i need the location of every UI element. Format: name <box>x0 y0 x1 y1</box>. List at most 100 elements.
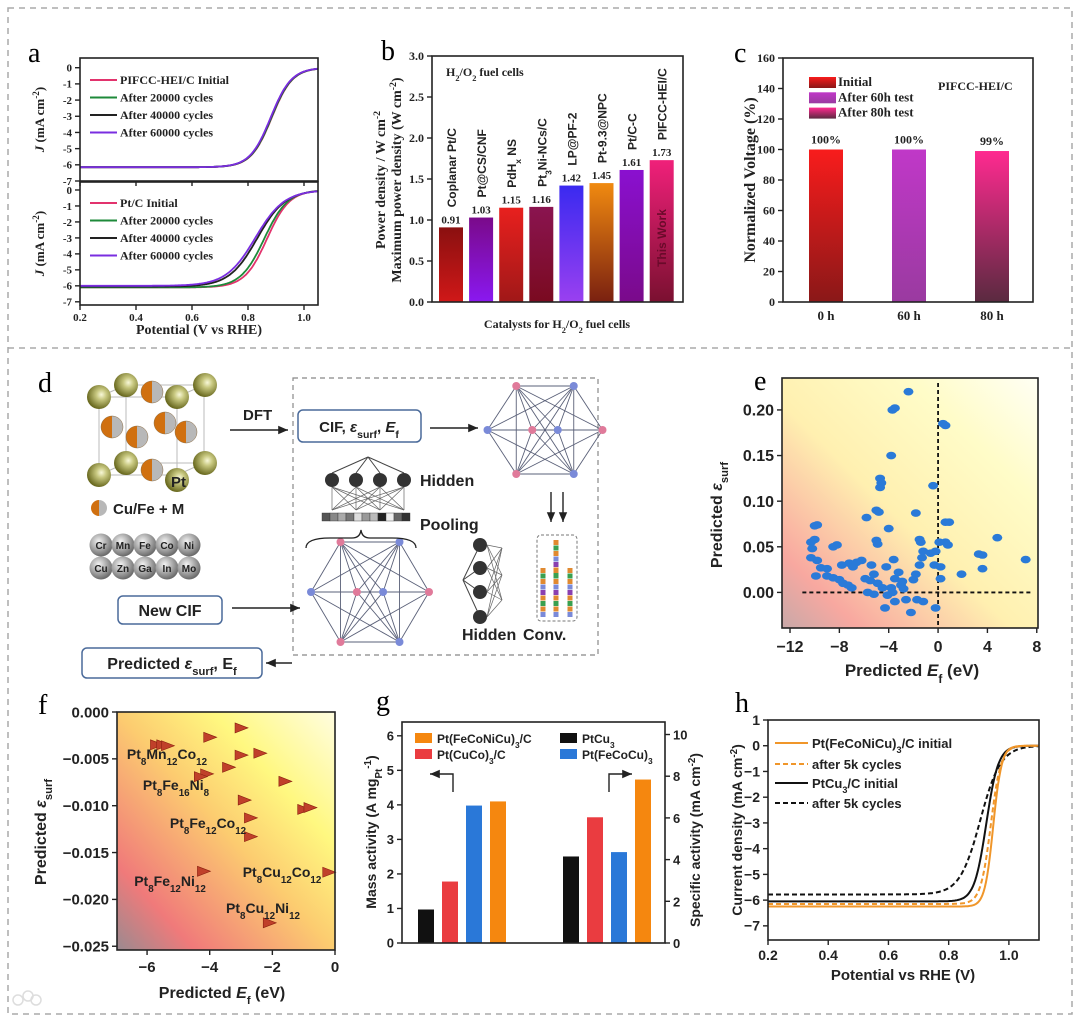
element-sphere-icon <box>133 556 157 580</box>
prediction-output-label: Predicted εsurf, Ef <box>107 656 237 678</box>
nn-edge <box>486 547 503 593</box>
bar <box>892 149 926 302</box>
data-point <box>253 747 268 759</box>
sample-label: PIFCC-HEI/C <box>938 79 1013 93</box>
bar <box>975 151 1009 302</box>
bar <box>439 227 463 302</box>
hidden-neuron <box>325 473 339 487</box>
bar <box>559 185 584 302</box>
conv-feature-cell <box>540 579 546 584</box>
data-point <box>812 556 823 565</box>
nn-edge <box>331 486 357 511</box>
legend-label: After 40000 cycles <box>120 108 213 122</box>
y-tick-label: 2.0 <box>409 131 424 145</box>
hidden-layer-label: Hidden <box>420 473 474 490</box>
nn-edge <box>331 486 405 511</box>
graph-node <box>512 382 521 390</box>
data-point <box>992 533 1003 542</box>
legend-label: After 60000 cycles <box>120 126 213 140</box>
data-point <box>194 771 209 783</box>
panel-h-lsv-stability: 0.2 0.4 0.6 0.8 1.0 1 0 −1 −2 −3 −4 −5 −6 −7 Pt(FeCoNi… <box>729 712 1040 984</box>
conv-feature-cell <box>567 573 573 579</box>
graph-node <box>379 588 388 596</box>
element-sphere-icon <box>89 533 113 557</box>
data-point <box>900 595 911 604</box>
graph-edge <box>356 591 400 643</box>
data-point <box>831 541 842 549</box>
legend-swatch <box>809 92 836 104</box>
x-tick-label: 8 <box>1032 639 1041 656</box>
y-tick-label: 0.05 <box>743 539 774 556</box>
data-point <box>883 524 894 533</box>
graph-node <box>483 426 492 434</box>
graph-edge <box>340 591 384 643</box>
bar-category-label: PdHx NS <box>505 139 523 188</box>
conv-feature-cell <box>540 606 546 612</box>
pooling-cell <box>353 512 363 522</box>
legend-swatch <box>415 749 432 759</box>
panel-f-candidate-scatter: −6 −4 −2 0 0.000 −0.005 −0.010 −0.015 −0.020 −0.0… <box>33 704 339 1007</box>
y-axis-label: Predicted εsurf <box>33 779 55 885</box>
y-tick-label-right: 6 <box>673 811 680 826</box>
pooling-cell <box>337 512 347 522</box>
y-tick-label: 80 <box>763 173 775 187</box>
y-tick-label: −0.025 <box>63 939 109 956</box>
legend-label: After 40000 cycles <box>120 231 213 245</box>
graph-edge <box>515 429 559 475</box>
data-point <box>846 584 857 592</box>
y-tick-label: -2 <box>63 217 73 229</box>
pt-atom-icon <box>165 385 189 409</box>
data-point <box>889 574 900 583</box>
data-point <box>935 574 946 583</box>
y-tick-label-right: 0 <box>673 936 680 951</box>
graph-node <box>569 470 578 478</box>
cu-fe-m-atom-icon <box>174 420 198 444</box>
element-sphere-icon <box>89 556 113 580</box>
conv-feature-cell <box>553 601 559 606</box>
graph-edge <box>531 385 575 431</box>
data-point <box>875 483 886 492</box>
conv-feature-cell <box>553 612 559 617</box>
data-point <box>873 508 884 516</box>
bar-category-label: LP@PF-2 <box>565 112 579 165</box>
conv-feature-cell <box>553 584 559 590</box>
y-tick-label: 0.000 <box>71 704 109 721</box>
bar-category-label: Pt@CS/CNF <box>475 129 489 197</box>
data-point <box>918 597 929 606</box>
graph-node <box>336 538 345 546</box>
x-tick-label: 0.4 <box>129 312 143 324</box>
x-tick-label: 80 h <box>980 308 1004 323</box>
bar <box>619 169 644 302</box>
y-tick-label: −2 <box>744 789 760 805</box>
pooling-label: Pooling <box>420 517 479 534</box>
series-line <box>768 744 1039 908</box>
y-tick-label: −0.020 <box>63 892 109 909</box>
y-tick-label: −0.005 <box>63 751 109 768</box>
nn-edge <box>355 456 369 474</box>
conv-feature-cell <box>567 612 573 617</box>
bar-value-label: 1.61 <box>622 157 641 169</box>
graph-edge <box>356 541 400 593</box>
pt-atom-icon <box>87 463 111 487</box>
bar-category-label: Pt/C-C <box>626 113 640 150</box>
y-tick-label: -5 <box>63 265 73 277</box>
conv-feature-cell <box>567 606 573 612</box>
pooling-cell <box>321 512 331 522</box>
data-point <box>977 551 988 559</box>
subplot-pifcc: 0 -1 -2 -3 -4 -5 -6 -7 PIFCC-HEI/C Initial After … <box>31 57 319 188</box>
conv-feature-cell <box>553 556 559 562</box>
nn-edge <box>486 547 503 618</box>
conv-layer-label: Conv. <box>523 627 566 644</box>
bar-value-label: 1.15 <box>502 195 522 207</box>
element-symbol: Ga <box>138 564 152 575</box>
pt-atom-icon <box>114 451 138 475</box>
y-tick-label-right: 2 <box>673 894 680 909</box>
y-tick-label: 5 <box>387 763 394 778</box>
bar <box>649 160 674 302</box>
nn-edge <box>355 486 405 511</box>
y-tick-label: 2.5 <box>409 90 424 104</box>
y-tick-label: 160 <box>757 51 775 65</box>
nn-edge <box>486 544 503 601</box>
conv-feature-cell <box>540 595 546 601</box>
